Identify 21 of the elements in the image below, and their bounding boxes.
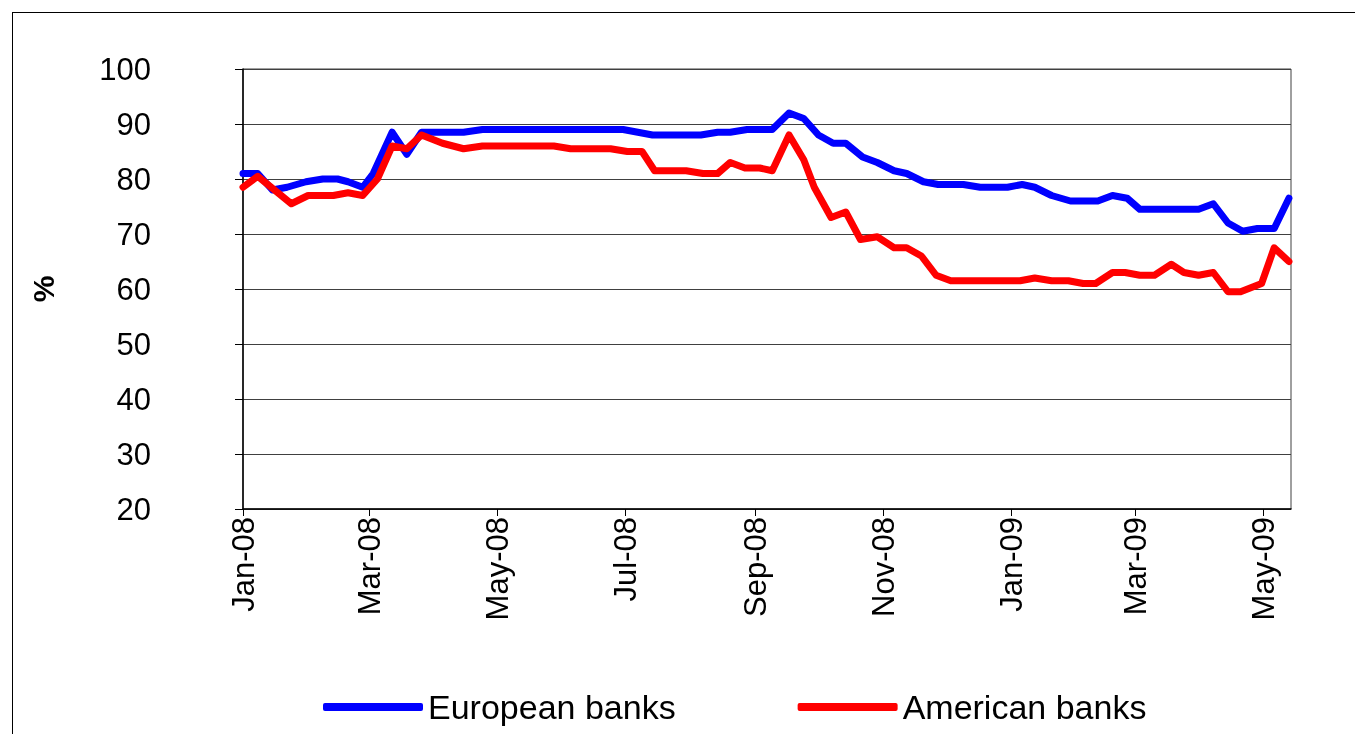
- y-tick-label: 90: [116, 106, 151, 142]
- y-tick-label: 30: [116, 436, 151, 472]
- legend-label: American banks: [902, 688, 1147, 726]
- y-tick-label: 40: [116, 381, 151, 417]
- x-tick-label: May-08: [479, 517, 515, 621]
- x-tick-label: Mar-08: [351, 517, 387, 616]
- x-tick-label: Nov-08: [866, 517, 902, 617]
- y-tick-label: 50: [116, 326, 151, 362]
- y-tick-label: 60: [116, 271, 151, 307]
- x-tick-label: Mar-09: [1118, 517, 1154, 616]
- x-tick-label: Sep-08: [737, 517, 773, 617]
- x-tick-label: Jul-08: [607, 517, 643, 602]
- y-tick-label: 20: [116, 491, 151, 527]
- x-tick-label: Jan-08: [225, 517, 261, 612]
- x-tick-label: May-09: [1246, 517, 1282, 621]
- y-tick-label: 100: [99, 51, 151, 87]
- y-axis-title: %: [26, 275, 60, 303]
- x-tick-label: Jan-09: [994, 517, 1030, 612]
- y-tick-label: 80: [116, 161, 151, 197]
- y-tick-label: 70: [116, 216, 151, 252]
- legend-label: European banks: [428, 688, 676, 726]
